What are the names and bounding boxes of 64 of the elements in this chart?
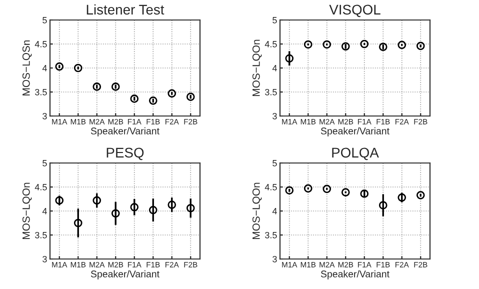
point [168, 200, 176, 209]
chart-title: PESQ [106, 148, 144, 160]
point [74, 64, 82, 72]
y-tick-label: 3.5 [35, 232, 47, 238]
point [341, 42, 350, 51]
y-axis-title: MOS−LQOn [252, 182, 262, 239]
chart-title: VISQOL [329, 4, 380, 18]
y-axis-title: MOS−LQOn [252, 40, 262, 96]
x-axis-title: Speaker/Variant [320, 127, 390, 136]
point [148, 96, 158, 105]
point [168, 89, 176, 98]
y-axis-title: MOS−LQOn [22, 182, 32, 239]
y-tick-label: 5 [42, 17, 47, 24]
point [130, 94, 139, 103]
point [360, 40, 369, 48]
x-axis-title: Speaker/Variant [90, 270, 160, 280]
chart-title: POLQA [332, 148, 379, 160]
y-tick-label: 3.5 [35, 88, 47, 96]
point [55, 196, 64, 205]
point [186, 204, 195, 212]
y-tick-label: 4 [272, 208, 277, 214]
y-tick-label: 3 [272, 256, 277, 262]
point [322, 40, 332, 49]
point [322, 184, 332, 194]
point [398, 193, 406, 202]
point [416, 42, 425, 50]
y-tick-label: 4 [272, 65, 277, 72]
point [304, 40, 312, 49]
y-tick-label: 3.5 [265, 232, 277, 238]
point [111, 209, 120, 218]
y-tick-label: 4.5 [34, 41, 47, 48]
point [378, 42, 388, 52]
point [341, 188, 350, 196]
x-axis-title: Speaker/Variant [320, 270, 390, 280]
y-tick-label: 5 [42, 160, 47, 166]
point [111, 82, 120, 91]
y-tick-label: 4.5 [34, 184, 47, 190]
point [285, 54, 294, 63]
y-tick-label: 4 [42, 208, 47, 214]
point [130, 202, 139, 212]
point [92, 82, 102, 91]
y-axis-title: MOS−LQSn [22, 40, 32, 96]
point [360, 190, 369, 198]
point [74, 218, 82, 228]
point [186, 92, 195, 101]
y-tick-label: 4.5 [264, 184, 277, 190]
point [416, 190, 425, 200]
y-tick-label: 5 [272, 160, 277, 166]
y-tick-label: 3.5 [265, 88, 277, 96]
point [378, 201, 388, 210]
point [304, 184, 312, 193]
point [285, 186, 294, 195]
point [398, 40, 406, 50]
point [92, 196, 102, 205]
y-tick-label: 3 [42, 256, 47, 262]
x-axis-title: Speaker/Variant [90, 127, 160, 136]
y-tick-label: 3 [42, 112, 47, 120]
y-tick-label: 4.5 [264, 41, 277, 48]
y-tick-label: 5 [272, 17, 277, 24]
chart-title: Listener Test [86, 4, 164, 15]
point [148, 206, 158, 214]
point [55, 62, 64, 71]
y-tick-label: 3 [272, 112, 277, 120]
y-tick-label: 4 [42, 65, 47, 72]
